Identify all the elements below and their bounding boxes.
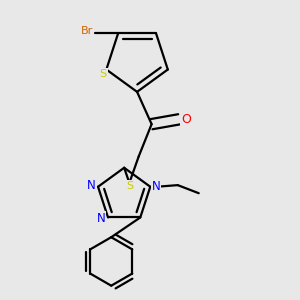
Text: S: S <box>126 181 134 190</box>
Text: O: O <box>181 113 191 126</box>
Text: N: N <box>152 180 161 193</box>
Text: N: N <box>87 179 95 192</box>
Text: Br: Br <box>81 26 94 36</box>
Text: S: S <box>100 69 107 80</box>
Text: N: N <box>97 212 105 225</box>
